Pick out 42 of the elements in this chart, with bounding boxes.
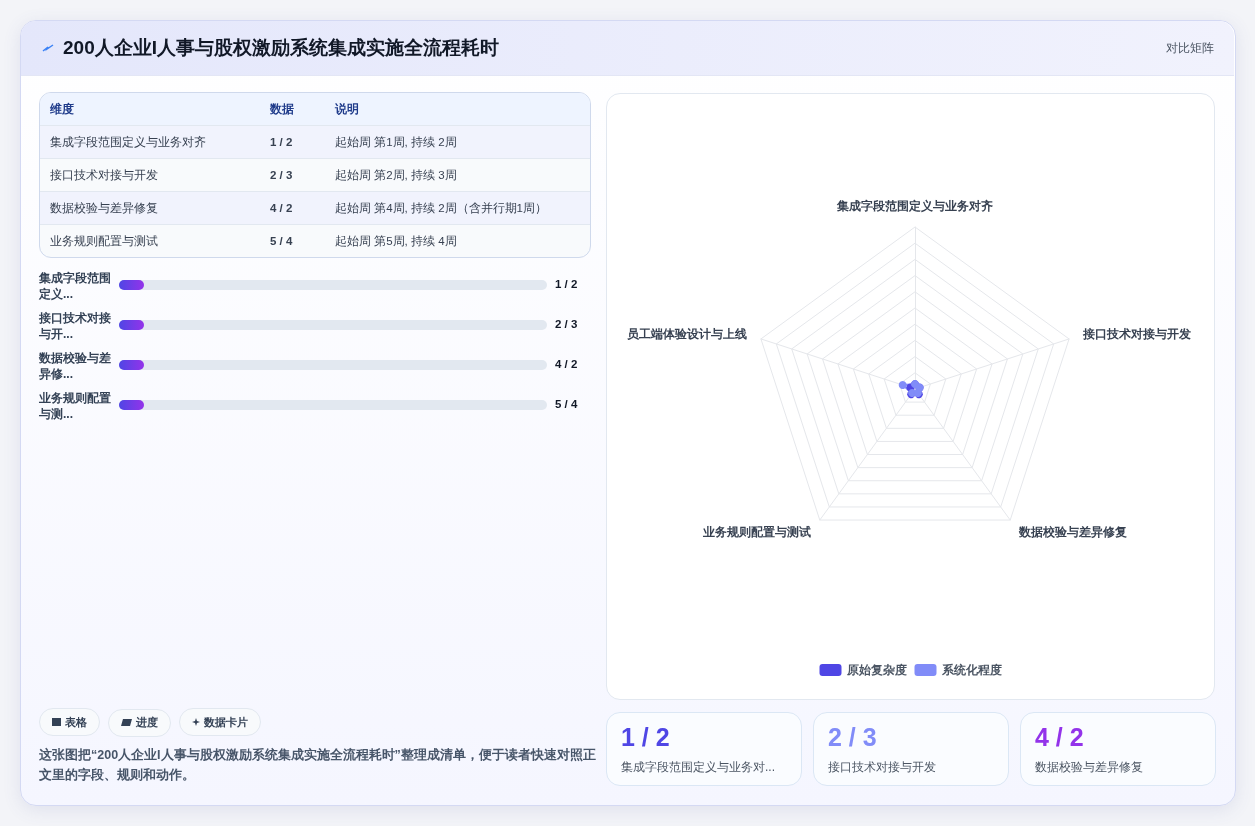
text: 对比矩阵 [1166,40,1214,57]
text: 2 / 3 [260,158,325,192]
text: 接口技术对接与开发 [40,158,260,192]
text: 起始周 第4周, 持续 2周（含并行期1周） [325,191,590,225]
text: 4 / 2 [260,191,325,225]
text: 数据校验与差异修复 [1035,759,1143,776]
text: 200人企业I人事与股权激励系统集成实施全流程耗时 [63,36,499,60]
spoke-label: 接口技术对接与开发 [1082,327,1192,342]
text: 接口技术对接与开... [39,310,112,342]
text: 数据卡片 [204,714,248,730]
legend-label: 原始复杂度 [845,663,907,677]
text: 2 / 3 [555,318,578,330]
text: 1 / 2 [621,723,670,752]
text: 集成字段范围定义与业务对齐 [40,125,260,159]
text: 5 / 4 [555,398,578,410]
text: 起始周 第1周, 持续 2周 [325,125,590,159]
text: 数据校验与差异修... [39,350,112,382]
text: 1 / 2 [555,278,578,290]
text: 维度 [40,93,260,126]
text: 表格 [65,714,87,730]
spoke-label: 数据校验与差异修复 [1018,525,1128,540]
spoke-label: 集成字段范围定义与业务对齐 [836,199,993,213]
text: 数据 [260,93,325,126]
text: 数据校验与差异修复 [40,191,260,225]
text: 说明 [325,93,590,126]
spoke-label: 员工端体验设计与上线 [626,327,747,342]
text: 这张图把“200人企业I人事与股权激励系统集成实施全流程耗时”整理成清单，便于读者快速对照正文里的字段、规则和动作。 [39,747,597,784]
legend-label: 系统化程度 [940,663,1002,677]
text: 4 / 2 [1035,723,1084,752]
spoke-label: 业务规则配置与测试 [701,525,811,540]
text: 接口技术对接与开发 [828,759,936,776]
text: 起始周 第2周, 持续 3周 [325,158,590,192]
text: 4 / 2 [555,358,578,370]
text: 1 / 2 [260,125,325,159]
text: 集成字段范围定义与业务对... [621,759,776,776]
text: 业务规则配置与测试 [40,224,260,257]
text: 进度 [136,715,158,730]
text: 5 / 4 [260,224,325,257]
text: 业务规则配置与测... [39,390,112,422]
text: 起始周 第5周, 持续 4周 [325,224,590,257]
text: 集成字段范围定义... [39,270,112,302]
text: 2 / 3 [828,723,877,752]
